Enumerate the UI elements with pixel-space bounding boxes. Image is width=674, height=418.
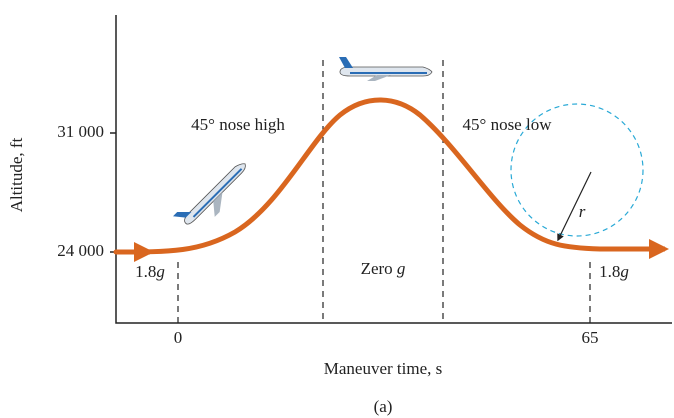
- airplane-climb: [172, 163, 246, 225]
- caption: (a): [374, 397, 393, 416]
- y-tick-label: 31 000: [57, 122, 104, 141]
- airplane-level: [339, 57, 433, 81]
- phase-label: 45° nose low: [463, 115, 553, 134]
- curvature-circle: [510, 103, 644, 237]
- trajectory: [113, 97, 653, 255]
- zero-g-label: Zero g: [361, 259, 406, 278]
- y-tick-label: 24 000: [57, 241, 104, 260]
- radius-label: r: [579, 202, 586, 221]
- load-label: 1.8g: [135, 262, 165, 281]
- phase-label: 45° nose high: [191, 115, 285, 134]
- radius-arrow: [557, 171, 592, 242]
- load-label: 1.8g: [599, 262, 629, 281]
- x-tick-label: 65: [582, 328, 599, 347]
- axes: [115, 15, 672, 324]
- x-tick-label: 0: [174, 328, 183, 347]
- x-axis-label: Maneuver time, s: [324, 359, 443, 378]
- y-axis-label: Altitude, ft: [7, 137, 26, 212]
